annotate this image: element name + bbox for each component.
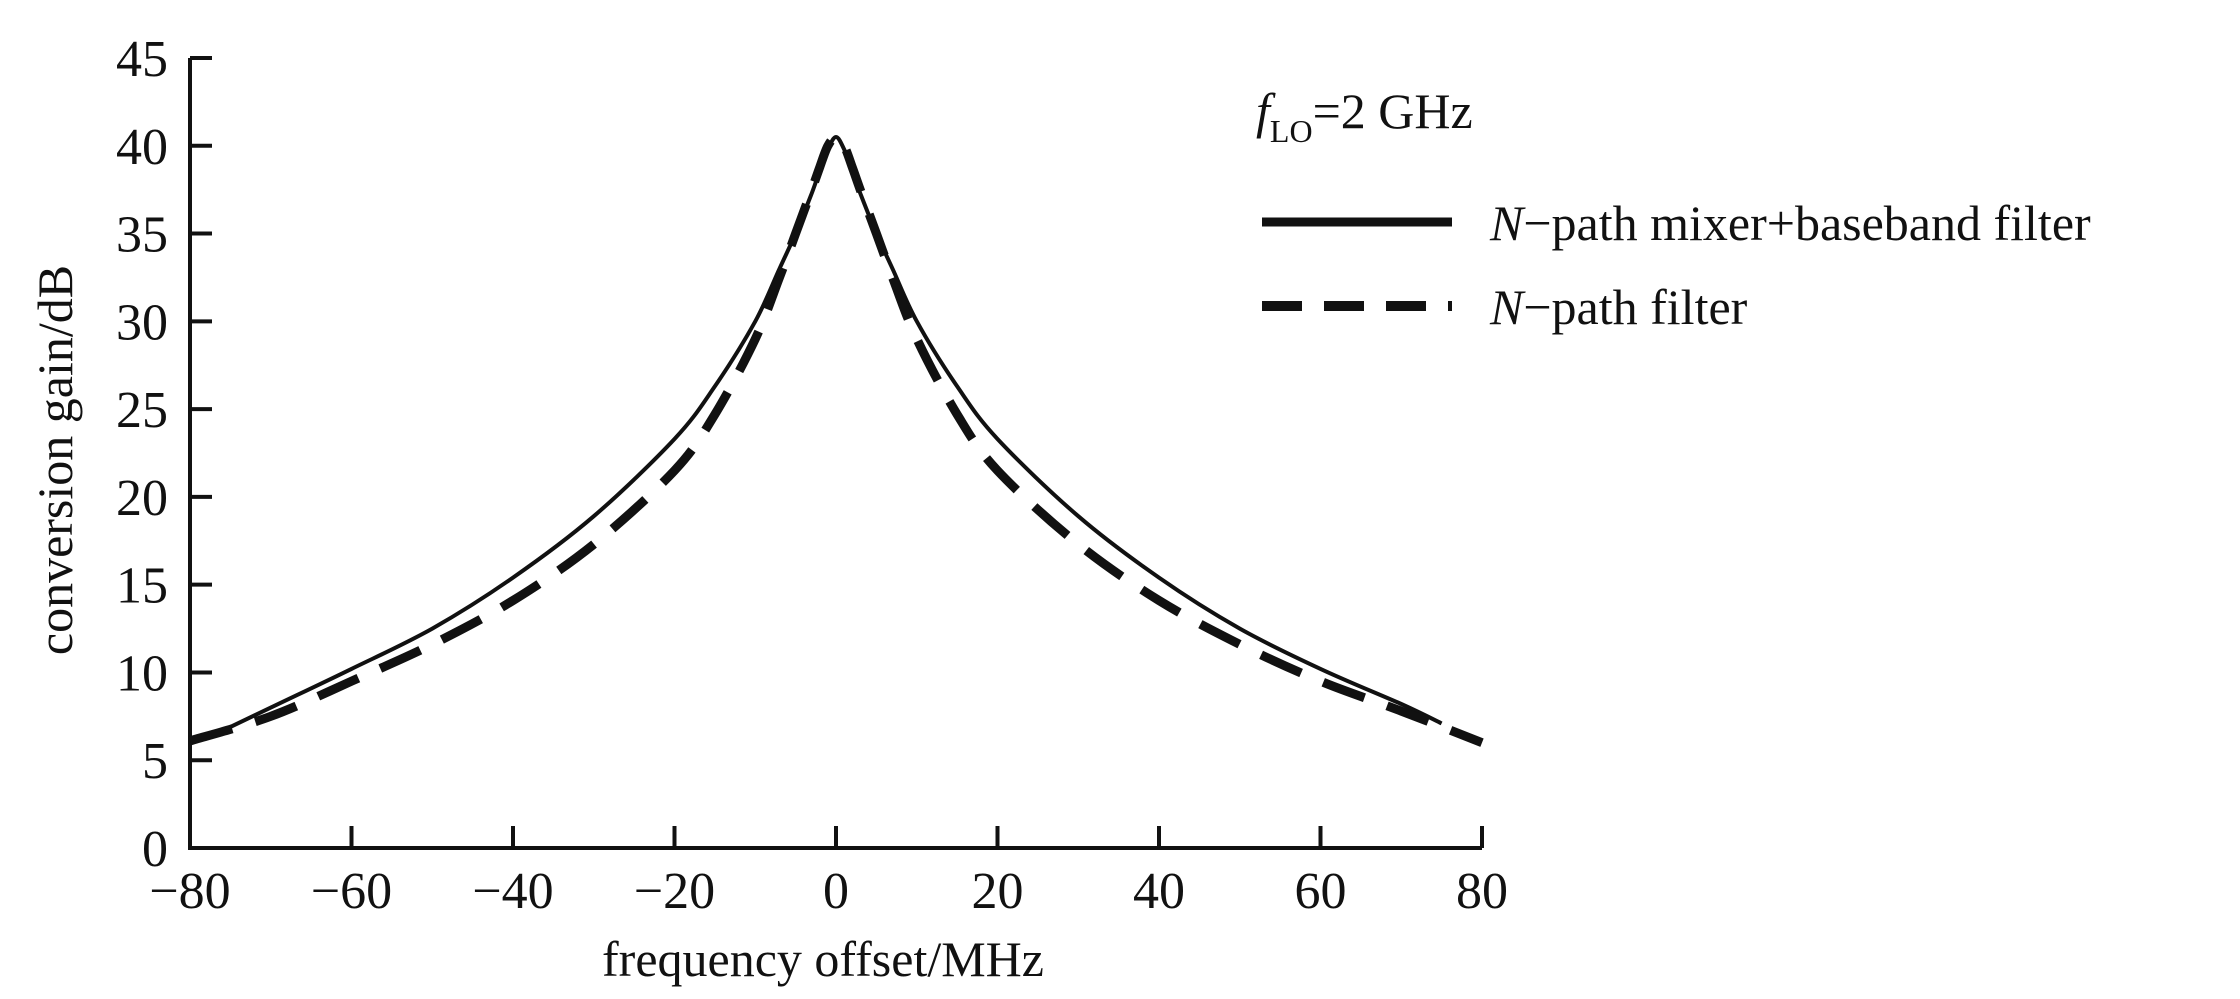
lo-value: =2 GHz (1313, 83, 1473, 139)
legend-label-filter: N−path filter (1489, 279, 1748, 335)
y-tick-label: 5 (142, 733, 168, 790)
y-tick-label: 40 (116, 119, 168, 176)
x-tick-label: −80 (149, 863, 230, 920)
lo-frequency-annotation: fLO=2 GHz (1256, 83, 1473, 149)
y-tick-label: 0 (142, 821, 168, 878)
x-tick-label: −40 (472, 863, 553, 920)
x-tick-label: −20 (634, 863, 715, 920)
y-tick-label: 25 (116, 382, 168, 439)
legend-label-mixer: N−path mixer+baseband filter (1489, 195, 2091, 251)
series-group (188, 132, 1484, 747)
x-tick-label: 0 (823, 863, 849, 920)
y-tick-label: 10 (116, 645, 168, 702)
lo-subscript: LO (1270, 113, 1313, 149)
x-axis-title: frequency offset/MHz (602, 931, 1044, 987)
axes (188, 58, 1482, 850)
y-tick-label: 15 (116, 558, 168, 615)
x-tick-label: 20 (972, 863, 1024, 920)
y-tick-label: 35 (116, 207, 168, 264)
y-tick-label: 45 (116, 31, 168, 88)
x-tick-label: 40 (1133, 863, 1185, 920)
series-line-mixer-baseband (229, 135, 1443, 729)
x-tick-label: −60 (311, 863, 392, 920)
legend: fLO=2 GHz N−path mixer+baseband filter N… (1256, 83, 2091, 335)
y-axis-ticks: 0 5 10 15 20 25 30 35 40 45 (116, 31, 212, 878)
y-tick-label: 30 (116, 294, 168, 351)
y-tick-label: 20 (116, 470, 168, 527)
x-tick-label: 80 (1456, 863, 1508, 920)
x-axis-ticks: −80 −60 −40 −20 0 20 40 60 80 (149, 826, 1508, 920)
x-tick-label: 60 (1295, 863, 1347, 920)
y-axis-title: conversion gain/dB (27, 265, 83, 655)
